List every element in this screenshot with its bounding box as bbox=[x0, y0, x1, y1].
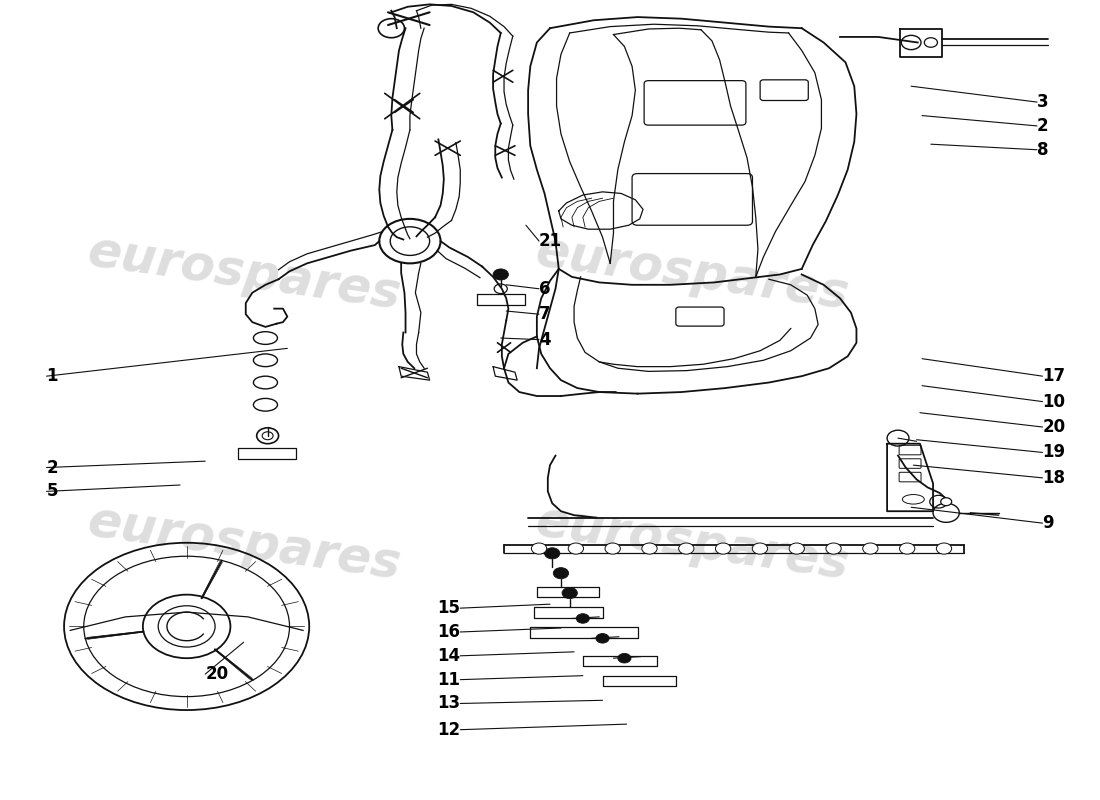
Text: 2: 2 bbox=[46, 458, 58, 477]
Circle shape bbox=[605, 543, 620, 554]
Circle shape bbox=[789, 543, 804, 554]
Circle shape bbox=[826, 543, 842, 554]
Circle shape bbox=[752, 543, 768, 554]
Circle shape bbox=[679, 543, 694, 554]
Circle shape bbox=[493, 269, 508, 280]
Text: 17: 17 bbox=[1043, 367, 1066, 385]
Text: 20: 20 bbox=[206, 665, 229, 683]
Circle shape bbox=[936, 543, 952, 554]
Text: eurospares: eurospares bbox=[84, 498, 404, 589]
Circle shape bbox=[862, 543, 878, 554]
Circle shape bbox=[641, 543, 657, 554]
Text: 9: 9 bbox=[1043, 514, 1054, 532]
Text: 12: 12 bbox=[437, 721, 460, 738]
Text: 13: 13 bbox=[437, 694, 460, 713]
Text: eurospares: eurospares bbox=[532, 498, 852, 589]
Text: 20: 20 bbox=[1043, 418, 1066, 436]
Text: 15: 15 bbox=[438, 599, 460, 617]
Text: 14: 14 bbox=[437, 647, 460, 665]
Circle shape bbox=[900, 543, 915, 554]
Text: 10: 10 bbox=[1043, 393, 1066, 410]
Text: eurospares: eurospares bbox=[84, 227, 404, 318]
Circle shape bbox=[576, 614, 590, 623]
Circle shape bbox=[562, 587, 578, 598]
Text: 6: 6 bbox=[539, 280, 551, 298]
Circle shape bbox=[544, 548, 560, 559]
Circle shape bbox=[596, 634, 609, 643]
Text: 1: 1 bbox=[46, 367, 58, 385]
Text: eurospares: eurospares bbox=[532, 227, 852, 318]
Circle shape bbox=[618, 654, 631, 663]
Text: 11: 11 bbox=[438, 670, 460, 689]
Text: 18: 18 bbox=[1043, 469, 1066, 487]
Text: 8: 8 bbox=[1037, 141, 1048, 158]
Text: 2: 2 bbox=[1037, 117, 1048, 135]
Text: 21: 21 bbox=[539, 232, 562, 250]
Text: 16: 16 bbox=[438, 623, 460, 641]
Circle shape bbox=[940, 498, 952, 506]
Circle shape bbox=[715, 543, 730, 554]
Text: 19: 19 bbox=[1043, 443, 1066, 462]
Circle shape bbox=[924, 38, 937, 47]
Text: 3: 3 bbox=[1037, 93, 1048, 111]
Circle shape bbox=[553, 568, 569, 578]
Text: 5: 5 bbox=[46, 482, 58, 500]
Text: 4: 4 bbox=[539, 330, 551, 349]
Circle shape bbox=[569, 543, 583, 554]
Text: 7: 7 bbox=[539, 305, 551, 323]
Circle shape bbox=[531, 543, 547, 554]
